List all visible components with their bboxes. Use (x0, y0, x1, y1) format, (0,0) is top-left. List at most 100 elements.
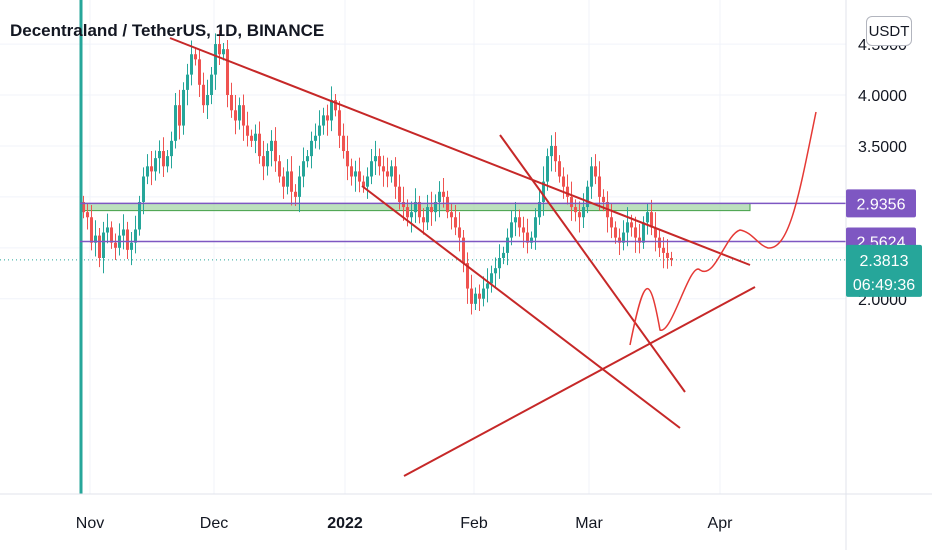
candle-body (626, 222, 629, 233)
projection-curve (629, 111, 817, 346)
candle-body (162, 151, 165, 167)
trendline (403, 286, 756, 477)
candle-body (254, 133, 257, 141)
candle-body (134, 229, 137, 243)
candle-body (246, 125, 249, 136)
time-tick-label: Dec (200, 515, 228, 532)
candle-body (586, 186, 589, 208)
trendline (361, 185, 681, 429)
candle-body (182, 89, 185, 126)
candle-body (306, 156, 309, 162)
candle-body (622, 232, 625, 243)
candle-body (110, 227, 113, 243)
candle-body (126, 229, 129, 250)
candle-body (438, 191, 441, 202)
candle-body (150, 166, 153, 172)
candle-body (422, 217, 425, 223)
candle-body (226, 49, 229, 95)
candle-body (510, 222, 513, 238)
candle-body (642, 222, 645, 243)
candle-body (574, 207, 577, 213)
candle-body (386, 171, 389, 177)
candle-body (546, 156, 549, 182)
candles (79, 0, 673, 494)
candle-body (154, 158, 157, 172)
candle-body (86, 212, 89, 218)
candle-body (482, 288, 485, 299)
candle-body (326, 115, 329, 121)
candle-body (558, 161, 561, 177)
price-tick-label: 3.5000 (858, 139, 907, 156)
candle-body (662, 247, 665, 253)
candle-body (314, 135, 317, 141)
candle-body (194, 54, 197, 60)
candle-body (114, 242, 117, 248)
symbol-title[interactable]: Decentraland / TetherUS, 1D, BINANCE (10, 21, 325, 40)
candle-body (266, 151, 269, 167)
candle-body (322, 115, 325, 126)
candle-body (562, 176, 565, 187)
price-tick-label: 4.0000 (858, 88, 907, 105)
candle-body (390, 166, 393, 177)
trendline (169, 37, 751, 266)
candle-body (262, 156, 265, 167)
candle-body (98, 235, 101, 258)
candle-body (158, 151, 161, 159)
candle-body (530, 237, 533, 243)
candle-body (90, 217, 93, 243)
candle-body (274, 140, 277, 162)
candle-body (550, 145, 553, 157)
currency-button[interactable]: USDT (866, 16, 912, 46)
candle-body (638, 237, 641, 243)
candle-body (598, 176, 601, 197)
candle-body (174, 105, 177, 141)
candle-body (506, 237, 509, 253)
candle-body (522, 227, 525, 233)
candle-body (518, 217, 521, 228)
candle-body (590, 166, 593, 187)
candle-body (654, 227, 657, 238)
candle-body (286, 171, 289, 187)
candle-body (462, 237, 465, 264)
candle-body (542, 181, 545, 202)
candle-body (646, 212, 649, 223)
time-tick-label: 2022 (327, 515, 363, 532)
candle-body (474, 293, 477, 304)
candle-body (450, 212, 453, 218)
candle-body (330, 100, 333, 121)
candle-body (458, 227, 461, 238)
candle-body (178, 105, 181, 126)
candle-body (94, 235, 97, 243)
candle-body (354, 171, 357, 177)
candle-body (534, 217, 537, 238)
candle-body (570, 196, 573, 208)
candle-body (566, 186, 569, 197)
candle-body (318, 125, 321, 136)
candle-body (242, 105, 245, 126)
candle-body (146, 166, 149, 177)
candle-body (82, 201, 85, 213)
candle-body (186, 74, 189, 90)
candle-body (442, 191, 445, 197)
time-tick-label: Nov (76, 515, 104, 532)
candle-body (198, 59, 201, 85)
candle-body (406, 207, 409, 218)
candle-body (258, 133, 261, 157)
candle-body (122, 229, 125, 236)
candle-body (538, 201, 541, 218)
candle-body (658, 237, 661, 248)
candle-body (358, 171, 361, 182)
candle-body (470, 288, 473, 304)
candle-body (402, 201, 405, 208)
trendline (499, 134, 686, 393)
candle-body (502, 252, 505, 258)
candle-body (142, 176, 145, 202)
candle-body (170, 140, 173, 157)
bar-countdown-label: 06:49:36 (853, 277, 915, 294)
level-badge-label: 2.9356 (857, 196, 906, 213)
candle-body (490, 273, 493, 284)
candle-body (454, 217, 457, 228)
